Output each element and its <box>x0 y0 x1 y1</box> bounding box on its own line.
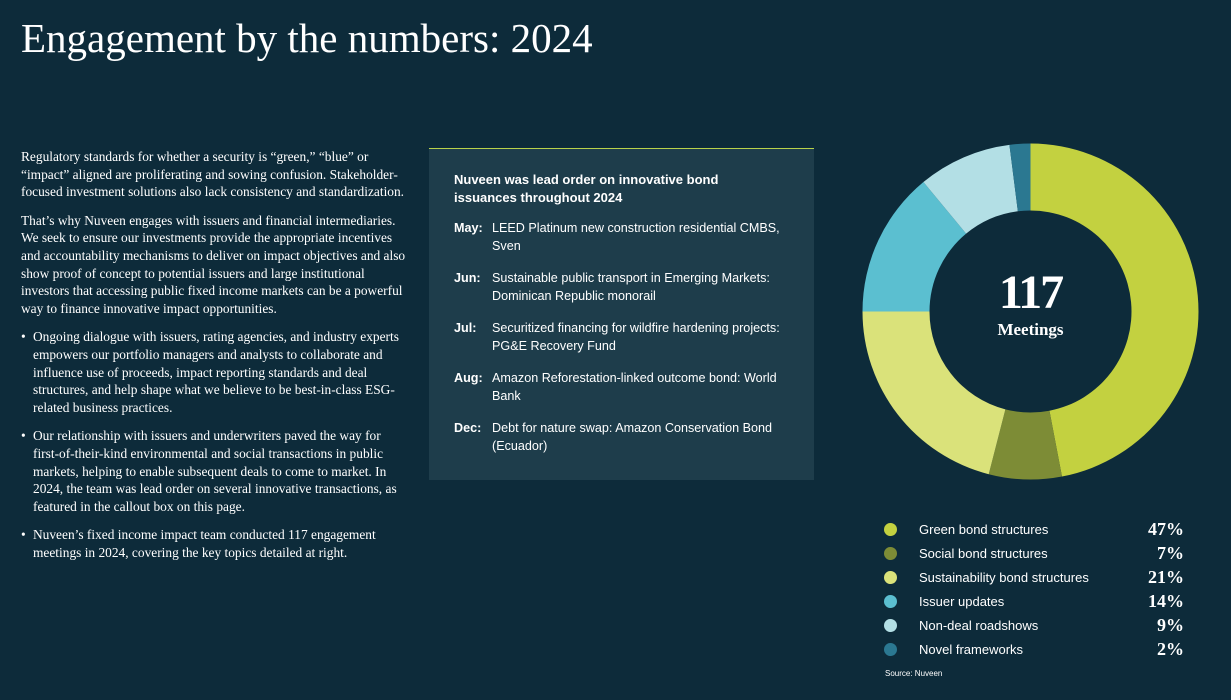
legend-value: 9% <box>1157 614 1184 635</box>
legend-item: Issuer updates 14% <box>884 589 1184 613</box>
event-month: Jun: <box>454 271 481 285</box>
legend-item: Non-deal roadshows 9% <box>884 613 1184 637</box>
callout-event: Aug: Amazon Reforestation-linked outcome… <box>454 369 794 405</box>
donut-slice-issuer-updates <box>862 182 967 312</box>
legend-label: Novel frameworks <box>919 641 1024 657</box>
legend-value: 21% <box>1148 566 1184 587</box>
legend-swatch <box>884 522 897 536</box>
event-description: LEED Platinum new construction residenti… <box>492 221 780 253</box>
chart-legend: Green bond structures 47% Social bond st… <box>884 517 1184 661</box>
legend-item: Social bond structures 7% <box>884 541 1184 565</box>
callout-title: Nuveen was lead order on innovative bond… <box>454 172 719 205</box>
donut-center-label: Meetings <box>997 320 1064 339</box>
bullet-item: Our relationship with issuers and underw… <box>21 427 407 515</box>
donut-center-value: 117 <box>998 266 1064 319</box>
donut-slice-sustainability-bond-structures <box>862 311 1006 475</box>
donut-slice-non-deal-roadshows <box>923 144 1018 234</box>
donut-slice-social-bond-structures <box>988 409 1062 480</box>
legend-swatch <box>884 642 897 656</box>
legend-swatch <box>884 594 897 608</box>
intro-paragraph-1: Regulatory standards for whether a secur… <box>21 149 405 200</box>
event-description: Sustainable public transport in Emerging… <box>492 271 770 303</box>
event-description: Securitized financing for wildfire harde… <box>492 321 780 353</box>
legend-label: Sustainability bond structures <box>919 569 1089 585</box>
legend-value: 7% <box>1157 542 1184 563</box>
legend-label: Social bond structures <box>919 545 1048 561</box>
event-month: Aug: <box>454 371 483 385</box>
callout-box: Nuveen was lead order on innovative bond… <box>429 148 814 480</box>
legend-swatch <box>884 618 897 632</box>
legend-label: Non-deal roadshows <box>919 617 1039 633</box>
page-title: Engagement by the numbers: 2024 <box>21 15 593 61</box>
callout-event: May: LEED Platinum new construction resi… <box>454 219 794 255</box>
bullet-item: Ongoing dialogue with issuers, rating ag… <box>21 328 407 416</box>
legend-item: Novel frameworks 2% <box>884 637 1184 661</box>
legend-swatch <box>884 570 897 584</box>
legend-label: Issuer updates <box>919 593 1005 609</box>
callout-event: Dec: Debt for nature swap: Amazon Conser… <box>454 419 794 455</box>
donut-slice-novel-frameworks <box>1009 143 1031 212</box>
bullet-item: Nuveen’s fixed income impact team conduc… <box>21 526 407 561</box>
legend-value: 2% <box>1157 638 1184 659</box>
event-month: Dec: <box>454 421 482 435</box>
event-month: May: <box>454 221 483 235</box>
legend-item: Green bond structures 47% <box>884 517 1184 541</box>
event-description: Debt for nature swap: Amazon Conservatio… <box>492 421 773 453</box>
legend-value: 14% <box>1148 590 1184 611</box>
event-month: Jul: <box>454 321 477 335</box>
callout-event: Jun: Sustainable public transport in Eme… <box>454 269 794 305</box>
chart-source: Source: Nuveen <box>885 669 943 678</box>
event-description: Amazon Reforestation-linked outcome bond… <box>492 371 777 403</box>
donut-slice-green-bond-structures <box>1030 143 1199 477</box>
donut-chart-svg <box>862 143 1199 480</box>
legend-value: 47% <box>1148 518 1184 539</box>
donut-chart: 117 Meetings <box>858 139 1203 484</box>
legend-label: Green bond structures <box>919 521 1049 537</box>
legend-swatch <box>884 546 897 560</box>
callout-event: Jul: Securitized financing for wildfire … <box>454 319 794 355</box>
intro-text: Regulatory standards for whether a secur… <box>21 148 407 572</box>
intro-paragraph-2: That’s why Nuveen engages with issuers a… <box>21 212 406 316</box>
legend-item: Sustainability bond structures 21% <box>884 565 1184 589</box>
intro-bullet-list: Ongoing dialogue with issuers, rating ag… <box>21 328 407 561</box>
